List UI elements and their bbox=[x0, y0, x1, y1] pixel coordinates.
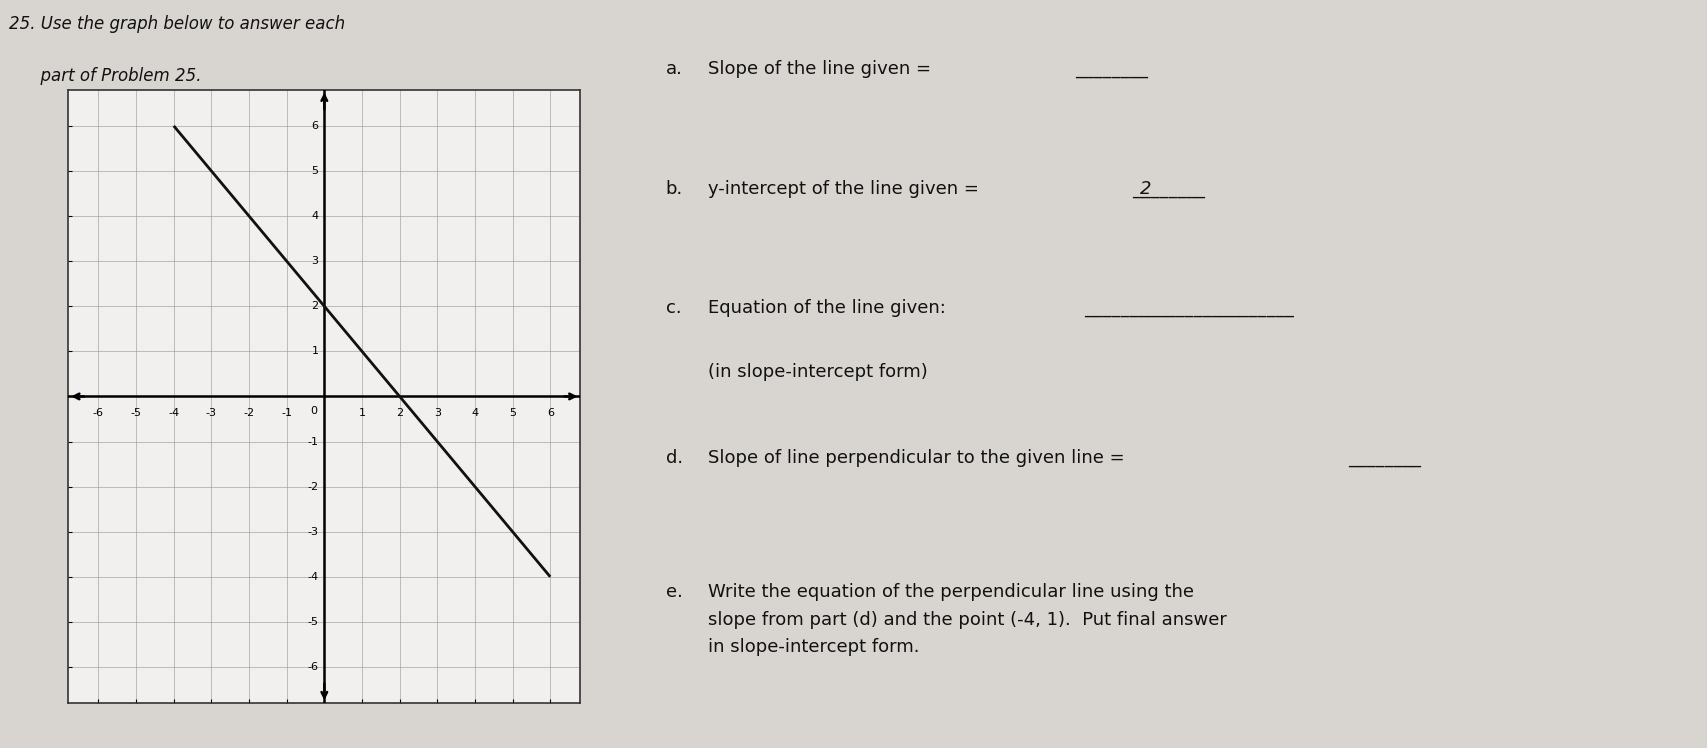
Text: a.: a. bbox=[666, 60, 683, 78]
Text: 3: 3 bbox=[312, 256, 319, 266]
Text: c.: c. bbox=[666, 299, 681, 317]
Text: _______________________: _______________________ bbox=[1084, 299, 1294, 317]
Text: 6: 6 bbox=[312, 121, 319, 131]
Text: -3: -3 bbox=[207, 408, 217, 417]
Text: b.: b. bbox=[666, 180, 683, 197]
Text: 2: 2 bbox=[396, 408, 403, 417]
Text: Slope of line perpendicular to the given line =: Slope of line perpendicular to the given… bbox=[708, 449, 1130, 467]
Text: 1: 1 bbox=[312, 346, 319, 356]
Text: -2: -2 bbox=[244, 408, 254, 417]
Text: -1: -1 bbox=[307, 437, 319, 447]
Text: 2: 2 bbox=[1140, 180, 1152, 197]
Text: e.: e. bbox=[666, 583, 683, 601]
Text: Write the equation of the perpendicular line using the
slope from part (d) and t: Write the equation of the perpendicular … bbox=[708, 583, 1227, 656]
Text: 1: 1 bbox=[358, 408, 365, 417]
Text: -2: -2 bbox=[307, 482, 319, 491]
Text: (in slope-intercept form): (in slope-intercept form) bbox=[708, 363, 929, 381]
Text: ________: ________ bbox=[1349, 449, 1422, 467]
Text: 25. Use the graph below to answer each: 25. Use the graph below to answer each bbox=[9, 15, 345, 33]
Text: 3: 3 bbox=[434, 408, 440, 417]
Text: 5: 5 bbox=[509, 408, 516, 417]
Text: 0: 0 bbox=[311, 406, 318, 417]
Text: -1: -1 bbox=[282, 408, 292, 417]
Text: 6: 6 bbox=[546, 408, 553, 417]
Text: -4: -4 bbox=[169, 408, 179, 417]
Text: -3: -3 bbox=[307, 527, 319, 537]
Text: ________: ________ bbox=[1132, 180, 1205, 197]
Text: -5: -5 bbox=[130, 408, 142, 417]
Text: ________: ________ bbox=[1075, 60, 1149, 78]
Text: y-intercept of the line given =: y-intercept of the line given = bbox=[708, 180, 985, 197]
Text: -5: -5 bbox=[307, 617, 319, 627]
Text: 2: 2 bbox=[312, 301, 319, 311]
Text: 4: 4 bbox=[312, 211, 319, 221]
Text: Slope of the line given =: Slope of the line given = bbox=[708, 60, 937, 78]
Text: 5: 5 bbox=[312, 166, 319, 176]
Text: -6: -6 bbox=[92, 408, 104, 417]
Text: -6: -6 bbox=[307, 662, 319, 672]
Text: d.: d. bbox=[666, 449, 683, 467]
Text: part of Problem 25.: part of Problem 25. bbox=[9, 67, 201, 85]
Text: Equation of the line given:: Equation of the line given: bbox=[708, 299, 953, 317]
Text: -4: -4 bbox=[307, 571, 319, 582]
Text: 4: 4 bbox=[471, 408, 478, 417]
